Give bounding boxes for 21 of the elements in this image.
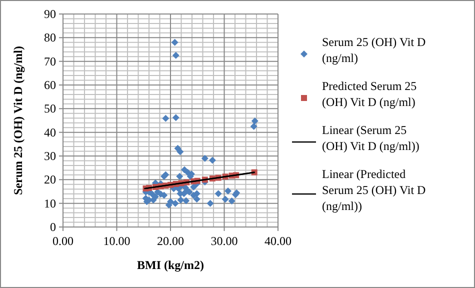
x-tick-label: 0.00 xyxy=(52,234,74,248)
x-tick-label: 10.00 xyxy=(103,234,130,248)
y-tick-label: 80 xyxy=(44,30,56,45)
y-tick-label: 40 xyxy=(44,125,56,140)
y-axis-title: Serum 25 (OH) Vit D (ng/ml) xyxy=(11,46,25,195)
x-axis-title: BMI (kg/m2) xyxy=(137,258,204,272)
y-tick-label: 20 xyxy=(44,172,56,187)
y-tick-label: 50 xyxy=(44,102,56,116)
x-tick-label: 40.00 xyxy=(264,234,292,248)
legend-label: Predicted Serum 25 (OH) Vit D (ng/ml) xyxy=(322,79,417,109)
legend-label: Linear (Predicted Serum 25 (OH) Vit D (ng/ml)) xyxy=(322,167,426,213)
legend-label: Serum 25 (OH) Vit D (ng/ml) xyxy=(322,35,426,65)
y-tick-label: 70 xyxy=(44,54,56,68)
x-tick-label: 20.00 xyxy=(157,234,184,248)
y-tick-label: 60 xyxy=(44,78,56,92)
y-tick-label: 30 xyxy=(44,149,56,163)
y-tick-label: 10 xyxy=(44,196,56,210)
legend-label: Linear (Serum 25 (OH) Vit D (ng/ml)) xyxy=(322,123,420,153)
y-tick-label: 90 xyxy=(44,7,56,21)
x-tick-label: 30.00 xyxy=(210,234,238,248)
y-tick-label: 0 xyxy=(50,220,56,234)
